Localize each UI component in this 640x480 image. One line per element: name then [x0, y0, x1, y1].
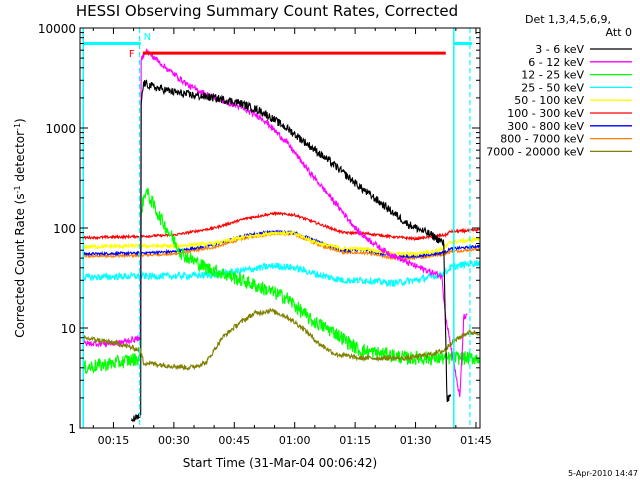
date-stamp: 5-Apr-2010 14:47 [568, 469, 638, 478]
legend-label: 300 - 800 keV [507, 120, 584, 133]
series-line-6-12-kev [82, 48, 468, 397]
legend-label: 50 - 100 keV [514, 94, 584, 107]
x-tick-label: 00:15 [98, 434, 130, 447]
axes-layer: FN 00:15 00:30 00:45 01:00 01:15 01:30 01:45 1 10… [38, 22, 492, 447]
series-line-3-6-kev [131, 79, 452, 423]
legend-header-detectors: Det 1,3,4,5,6,9, [525, 13, 611, 26]
legend-label: 6 - 12 keV [528, 56, 584, 69]
y-tick-label: 1000 [45, 122, 76, 136]
series-line-25-50-kev [82, 260, 480, 287]
x-tick-label: 01:00 [279, 434, 311, 447]
y-axis-label-main: Corrected Count Rate (s [13, 193, 27, 337]
series-line-100-300-kev [82, 210, 480, 242]
legend-label: 25 - 50 keV [521, 81, 584, 94]
data-layer [82, 28, 480, 428]
y-axis-label-middle: detector [13, 131, 27, 186]
plot-area [82, 28, 480, 428]
y-axis-label: Corrected Count Rate (s-1 detector-1) [13, 118, 27, 337]
y-tick-label: 10 [61, 322, 76, 336]
legend-header-attenuator: Att 0 [606, 26, 632, 39]
x-tick-label: 01:30 [400, 434, 432, 447]
x-axis-label: Start Time (31-Mar-04 00:06:42) [183, 456, 377, 470]
legend-label: 12 - 25 keV [521, 69, 584, 82]
x-tick-label: 01:15 [339, 434, 371, 447]
legend-label: 100 - 300 keV [507, 107, 584, 120]
y-axis-label-superscript-2: -1 [13, 123, 22, 131]
legend-label: 800 - 7000 keV [500, 133, 584, 146]
series-line-7000-20000-kev [82, 308, 480, 371]
x-tick-label: 00:30 [158, 434, 190, 447]
series-line-50-100-kev [82, 229, 480, 258]
chart-title: HESSI Observing Summary Count Rates, Cor… [76, 2, 458, 20]
x-tick-label: 00:45 [218, 434, 250, 447]
y-tick-label: 10000 [38, 22, 76, 36]
series-line-12-25-kev [82, 187, 480, 375]
night-label: N [144, 32, 151, 43]
x-tick-label: 01:45 [460, 434, 492, 447]
y-tick-label: 100 [53, 222, 76, 236]
flare-label: F [129, 49, 135, 60]
y-axis-label-superscript-1: -1 [13, 185, 22, 193]
y-tick-label: 1 [68, 422, 76, 436]
legend-label: 3 - 6 keV [535, 43, 584, 56]
legend-label: 7000 - 20000 keV [486, 145, 584, 158]
y-axis-label-end: ) [13, 118, 27, 123]
